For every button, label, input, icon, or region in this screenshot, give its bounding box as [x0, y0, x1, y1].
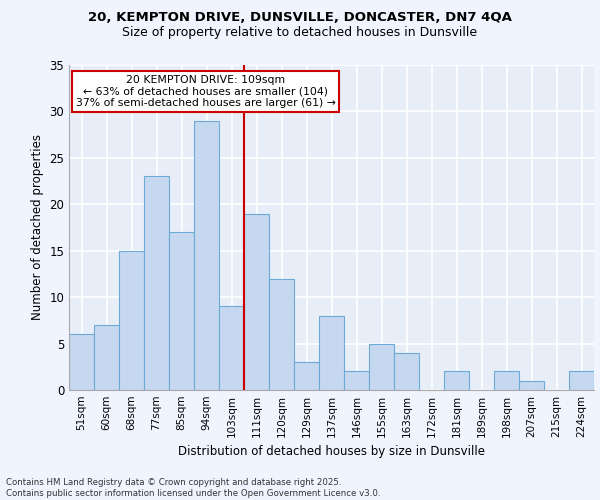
Bar: [69, 334, 94, 390]
Bar: [494, 372, 519, 390]
Text: Contains HM Land Registry data © Crown copyright and database right 2025.
Contai: Contains HM Land Registry data © Crown c…: [6, 478, 380, 498]
Bar: [219, 306, 244, 390]
Bar: [369, 344, 394, 390]
Text: Size of property relative to detached houses in Dunsville: Size of property relative to detached ho…: [122, 26, 478, 39]
Bar: [394, 353, 419, 390]
X-axis label: Distribution of detached houses by size in Dunsville: Distribution of detached houses by size …: [178, 446, 485, 458]
Bar: [319, 316, 344, 390]
Bar: [194, 120, 219, 390]
Bar: [569, 372, 594, 390]
Bar: [144, 176, 169, 390]
Bar: [269, 278, 294, 390]
Text: 20, KEMPTON DRIVE, DUNSVILLE, DONCASTER, DN7 4QA: 20, KEMPTON DRIVE, DUNSVILLE, DONCASTER,…: [88, 11, 512, 24]
Bar: [119, 250, 144, 390]
Bar: [94, 325, 119, 390]
Bar: [169, 232, 194, 390]
Bar: [294, 362, 319, 390]
Y-axis label: Number of detached properties: Number of detached properties: [31, 134, 44, 320]
Bar: [344, 372, 369, 390]
Text: 20 KEMPTON DRIVE: 109sqm
← 63% of detached houses are smaller (104)
37% of semi-: 20 KEMPTON DRIVE: 109sqm ← 63% of detach…: [76, 74, 335, 108]
Bar: [244, 214, 269, 390]
Bar: [519, 380, 544, 390]
Bar: [444, 372, 469, 390]
